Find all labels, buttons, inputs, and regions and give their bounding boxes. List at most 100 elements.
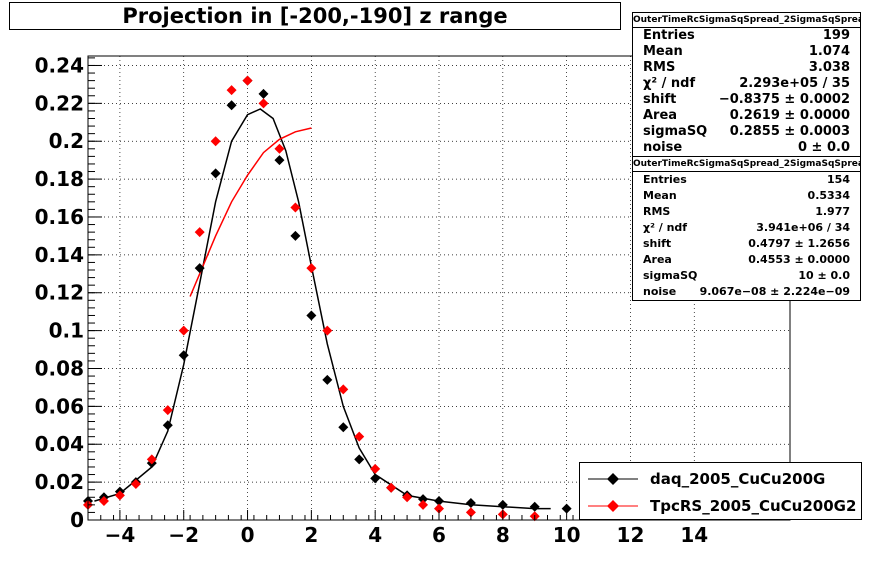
data-point-daq (210, 168, 221, 179)
data-point-tpcrs (162, 405, 173, 416)
stats-value: 2.293e+05 / 35 (739, 76, 850, 91)
y-tick-label: 0.06 (35, 394, 84, 418)
stats-row: Area 0.2619 ± 0.0000 (633, 108, 860, 124)
stats-row: sigmaSQ 0.2855 ± 0.0003 (633, 124, 860, 140)
data-point-daq (274, 155, 285, 166)
stats-value: 1.977 (815, 205, 850, 218)
y-tick-label: 0.14 (35, 243, 84, 267)
legend-marker-red (588, 500, 638, 512)
y-tick-label: 0 (70, 508, 84, 532)
stats-row: χ² / ndf 3.941e+06 / 34 (633, 220, 860, 236)
y-tick-label: 0.22 (35, 91, 84, 115)
data-point-tpcrs (258, 98, 269, 109)
legend-label-daq: daq_2005_CuCu200G (650, 470, 826, 488)
stats-value: 1.074 (808, 44, 850, 59)
fit-curves (94, 108, 551, 510)
data-point-tpcrs (386, 482, 397, 493)
fit-curve (94, 108, 551, 510)
data-point-tpcrs (146, 454, 157, 465)
data-point-tpcrs (306, 263, 317, 274)
data-point-daq (418, 494, 429, 505)
y-tick-label: 0.02 (35, 470, 84, 494)
data-point-tpcrs (354, 431, 365, 442)
stats-header: OuterTimeRcSigmaSqSpread_2SigmaSqSpread (633, 157, 860, 172)
data-point-daq (258, 88, 269, 99)
x-tick-label: 6 (432, 523, 446, 547)
x-tick-label: −2 (168, 523, 199, 547)
data-point-daq (370, 473, 381, 484)
data-point-daq (226, 100, 237, 111)
legend-entry-daq: daq_2005_CuCu200G (580, 466, 861, 492)
data-point-daq (322, 374, 333, 385)
data-point-tpcrs (322, 325, 333, 336)
data-point-daq (162, 420, 173, 431)
data-point-tpcrs (98, 496, 109, 507)
chart-title: Projection in [-200,-190] z range (9, 2, 621, 30)
data-point-daq (465, 497, 476, 508)
x-tick-label: 0 (241, 523, 255, 547)
stats-label: RMS (643, 205, 671, 218)
stats-value: 0.2619 ± 0.0000 (729, 108, 850, 123)
stats-row: Mean 1.074 (633, 44, 860, 60)
x-tick-label: 4 (368, 523, 382, 547)
stats-value: −0.8375 ± 0.0002 (718, 92, 850, 107)
data-point-daq (178, 350, 189, 361)
data-point-daq (497, 499, 508, 510)
fit-curve (189, 127, 312, 297)
data-point-tpcrs (338, 384, 349, 395)
stats-row: noise 0 ± 0.0 (633, 140, 860, 156)
data-point-tpcrs (290, 202, 301, 213)
y-tick-label: 0.2 (49, 129, 84, 153)
data-point-daq (306, 310, 317, 321)
stats-value: 199 (822, 28, 850, 43)
y-tick-label: 0.04 (35, 432, 84, 456)
stats-label: χ² / ndf (643, 76, 696, 91)
data-point-tpcrs (242, 75, 253, 86)
legend: daq_2005_CuCu200G TpcRS_2005_CuCu200G2 (579, 462, 862, 520)
stats-value: 9.067e−08 ± 2.224e−09 (699, 285, 850, 298)
data-point-tpcrs (465, 507, 476, 518)
y-tick-label: 0.08 (35, 356, 84, 380)
data-point-tpcrs (434, 503, 444, 514)
stats-value: 3.941e+06 / 34 (756, 221, 850, 234)
stats-label: sigmaSQ (643, 269, 698, 282)
stats-row: RMS 3.038 (633, 60, 860, 76)
x-tick-label: 8 (496, 523, 510, 547)
data-point-tpcrs (418, 499, 429, 510)
x-tick-label: −4 (105, 523, 136, 547)
stats-label: noise (643, 285, 677, 298)
y-tick-label: 0.18 (35, 167, 84, 191)
stats-label: shift (643, 237, 672, 250)
stats-label: Area (643, 253, 672, 266)
x-tick-label: 10 (553, 523, 581, 547)
stats-row: χ² / ndf 2.293e+05 / 35 (633, 76, 860, 92)
stats-value: 0.5334 (807, 189, 850, 202)
stats-box-tpcrs: OuterTimeRcSigmaSqSpread_2SigmaSqSpread … (632, 156, 861, 301)
stats-row: RMS 1.977 (633, 204, 860, 220)
stats-row: noise 9.067e−08 ± 2.224e−09 (633, 284, 860, 300)
stats-value: 154 (827, 173, 850, 186)
y-tick-label: 0.1 (49, 319, 84, 343)
data-point-tpcrs (210, 136, 221, 147)
data-point-daq (194, 263, 205, 274)
stats-label: Area (643, 108, 678, 123)
stats-header: OuterTimeRcSigmaSqSpread_2SigmaSqSpread (633, 13, 860, 28)
stats-row: shift 0.4797 ± 1.2656 (633, 236, 860, 252)
stats-row: Area 0.4553 ± 0.0000 (633, 252, 860, 268)
stats-row: Mean 0.5334 (633, 188, 860, 204)
y-tick-label: 0.12 (35, 281, 84, 305)
data-point-daq (338, 422, 349, 433)
stats-label: Mean (643, 44, 683, 59)
data-point-tpcrs (114, 490, 125, 501)
stats-label: noise (643, 140, 683, 155)
data-point-daq (354, 454, 365, 465)
stats-row: shift −0.8375 ± 0.0002 (633, 92, 860, 108)
stats-row: Entries 199 (633, 28, 860, 44)
x-tick-label: 2 (304, 523, 318, 547)
legend-marker-black (588, 473, 638, 485)
data-point-daq (529, 501, 540, 512)
stats-row: Entries 154 (633, 172, 860, 188)
data-point-daq (290, 230, 301, 241)
x-tick-label: 12 (617, 523, 645, 547)
